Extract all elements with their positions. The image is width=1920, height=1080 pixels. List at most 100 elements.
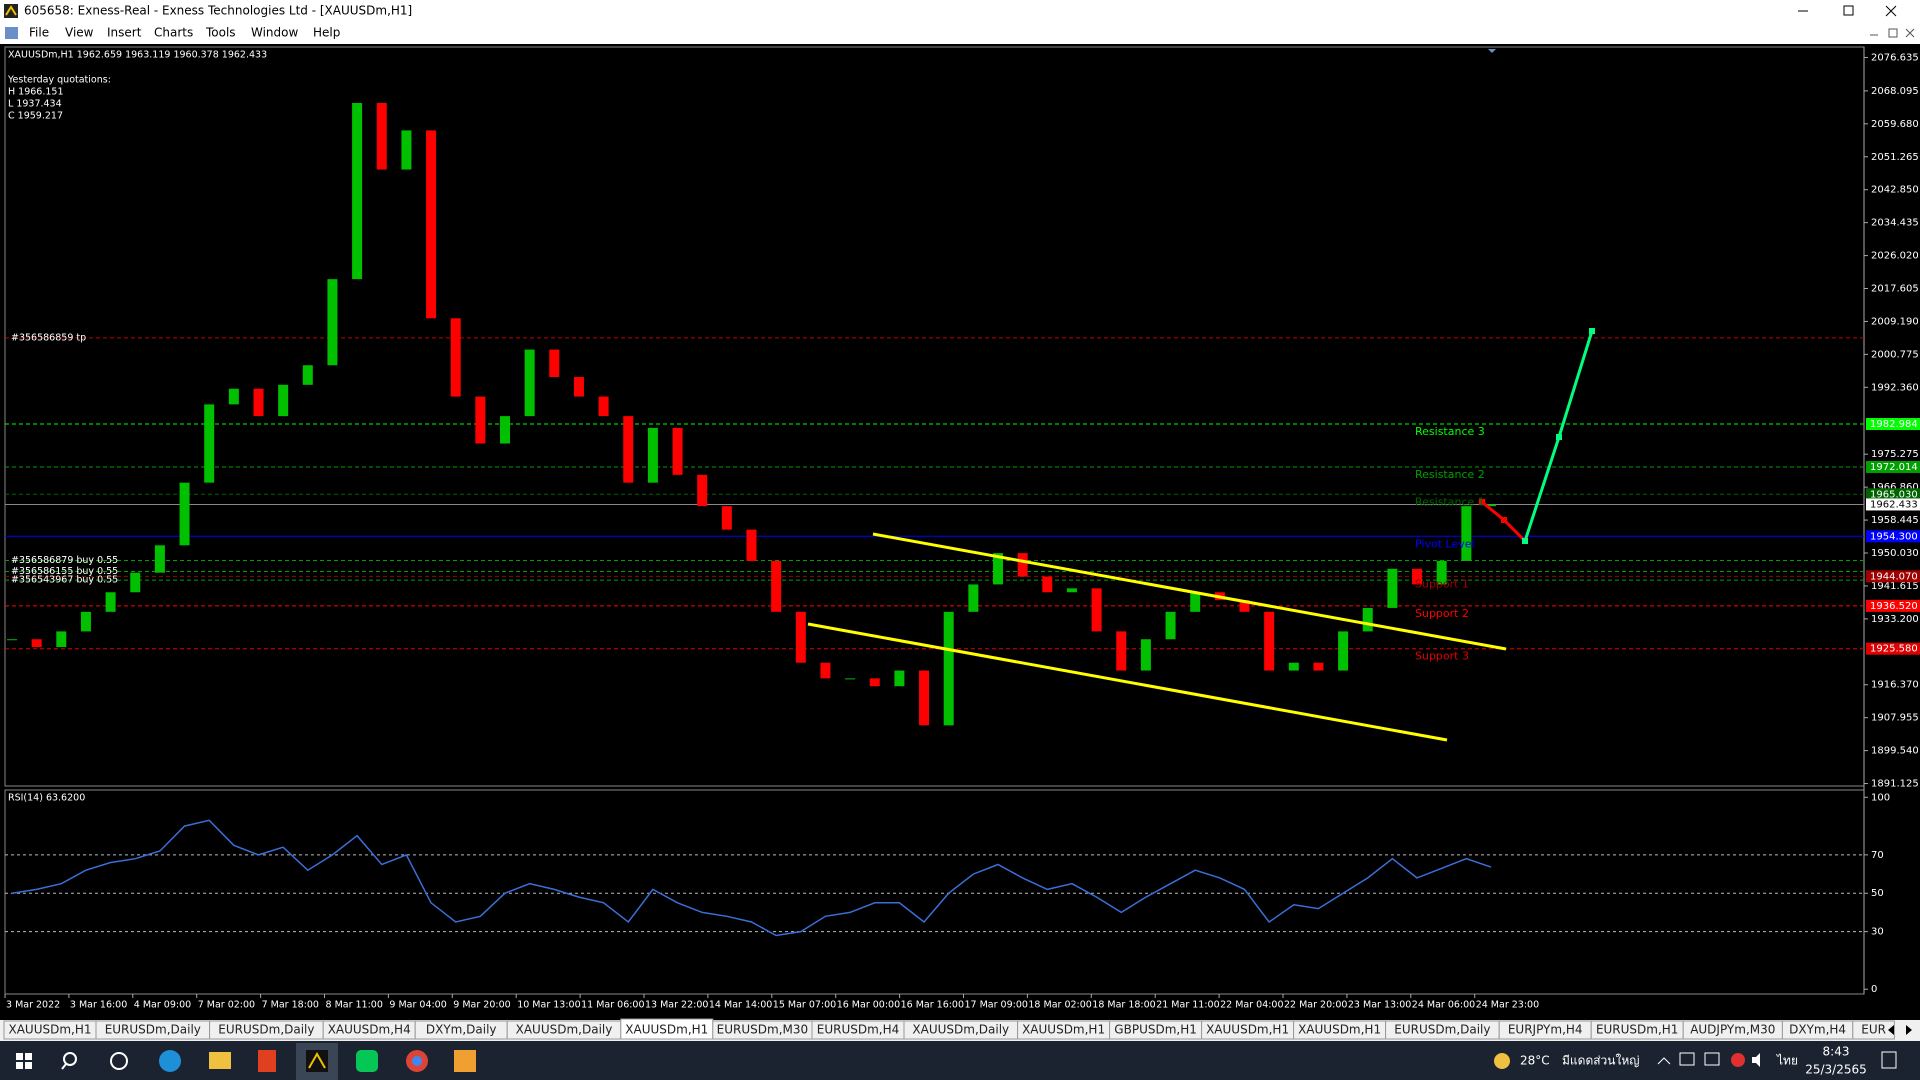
tab-label[interactable]: EURUSDm,Daily xyxy=(105,1023,201,1037)
clock-time[interactable]: 8:43 xyxy=(1823,1045,1850,1059)
tab-label[interactable]: DXYm,Daily xyxy=(426,1023,497,1037)
tab-label[interactable]: EURUSDm,H1 xyxy=(1596,1023,1679,1037)
menu-item[interactable]: Window xyxy=(251,26,299,40)
mdi-close[interactable] xyxy=(1905,28,1915,38)
price-tag-label: 1954.300 xyxy=(1870,531,1918,542)
candle xyxy=(204,404,215,483)
rsi-tick-label: 0 xyxy=(1871,984,1877,995)
rsi-tick-label: 50 xyxy=(1871,888,1884,899)
volume-icon[interactable] xyxy=(1752,1053,1760,1067)
menu-item[interactable]: File xyxy=(29,26,49,40)
mt4-icon[interactable] xyxy=(306,1050,328,1072)
tab-label[interactable]: XAUUSDm,H1 xyxy=(1298,1023,1381,1037)
tray-icon[interactable] xyxy=(1704,1052,1720,1066)
menu-item[interactable]: Insert xyxy=(107,26,142,40)
x-tick-label: 21 Mar 11:00 xyxy=(1156,1000,1219,1011)
menu-item[interactable]: Help xyxy=(313,26,340,40)
candle xyxy=(869,678,880,687)
language[interactable]: ไทย xyxy=(1776,1054,1798,1068)
app-icon-mark xyxy=(5,5,17,16)
price-tag xyxy=(1866,460,1920,473)
candle xyxy=(56,631,67,648)
yesterday-quote: H 1966.151 xyxy=(8,87,64,98)
candle xyxy=(228,388,239,405)
price-tag-label: 1965.030 xyxy=(1870,489,1918,500)
candle xyxy=(179,482,190,546)
candle xyxy=(352,103,363,280)
x-tick-label: 15 Mar 07:00 xyxy=(773,1000,836,1011)
tab-label[interactable]: XAUUSDm,H1 xyxy=(1206,1023,1289,1037)
tab[interactable] xyxy=(1852,1020,1895,1040)
tray-overflow[interactable] xyxy=(1657,1057,1671,1065)
projection-node xyxy=(1556,434,1562,440)
cortana-icon[interactable] xyxy=(110,1052,128,1070)
edge-icon[interactable] xyxy=(159,1050,181,1072)
mdi-restore[interactable] xyxy=(1888,28,1898,38)
tab-label[interactable]: EURUSDm,Daily xyxy=(1394,1023,1490,1037)
candle xyxy=(1264,611,1275,671)
tab-label[interactable]: XAUUSDm,H1 xyxy=(1022,1023,1105,1037)
yesterday-quote: L 1937.434 xyxy=(8,99,62,110)
tab-label[interactable]: EURUSDm,M30 xyxy=(717,1023,808,1037)
tab-label[interactable]: XAUUSDm,H1 xyxy=(625,1023,708,1037)
search-icon[interactable] xyxy=(63,1052,77,1066)
y-tick-label: 1941.615 xyxy=(1871,581,1919,592)
tab-label[interactable]: EURJPYm,H4 xyxy=(1508,1023,1583,1037)
tray-icon[interactable] xyxy=(1731,1053,1745,1067)
tab-scroll-left[interactable] xyxy=(1888,1025,1894,1035)
candle xyxy=(1436,560,1447,585)
y-tick-label: 2076.635 xyxy=(1871,52,1919,63)
x-tick-label: 22 Mar 20:00 xyxy=(1284,1000,1347,1011)
tab-label[interactable]: AUDJPYm,M30 xyxy=(1690,1023,1775,1037)
y-tick-label: 1933.200 xyxy=(1871,614,1919,625)
start-button[interactable] xyxy=(16,1053,32,1069)
tab-label[interactable]: XAUUSDm,H4 xyxy=(328,1023,411,1037)
candle xyxy=(80,611,91,632)
candle xyxy=(475,396,486,444)
restore-button[interactable] xyxy=(1843,5,1854,16)
current-price-label: 1962.433 xyxy=(1870,499,1918,510)
tray-icon[interactable] xyxy=(1679,1052,1695,1066)
line-icon[interactable] xyxy=(356,1050,378,1072)
candle xyxy=(549,349,560,377)
menu-item[interactable]: View xyxy=(65,26,94,40)
rsi-line xyxy=(11,819,1492,937)
y-tick-label: 2026.020 xyxy=(1871,251,1919,262)
tab-label[interactable]: XAUUSDm,H1 xyxy=(8,1023,91,1037)
app-icon-taskbar[interactable] xyxy=(454,1050,476,1072)
x-tick-label: 4 Mar 09:00 xyxy=(134,1000,191,1011)
trendline-upper xyxy=(872,532,1507,651)
tab-label[interactable]: GBPUSDm,H1 xyxy=(1114,1023,1197,1037)
clock-date[interactable]: 25/3/2565 xyxy=(1805,1063,1867,1077)
tab-label[interactable]: EUR xyxy=(1861,1023,1886,1037)
start-logo xyxy=(25,1062,32,1069)
yesterday-quote: Yesterday quotations: xyxy=(7,75,111,86)
candle xyxy=(1042,576,1053,593)
candle xyxy=(746,529,757,561)
candle xyxy=(771,560,782,612)
y-tick-label: 2068.095 xyxy=(1871,86,1919,97)
candle xyxy=(697,474,708,507)
explorer-icon[interactable] xyxy=(209,1052,231,1069)
candle xyxy=(1412,568,1423,585)
tab-label[interactable]: EURUSDm,H4 xyxy=(817,1023,900,1037)
menu-item[interactable]: Charts xyxy=(154,26,193,40)
tab-label[interactable]: DXYm,H4 xyxy=(1789,1023,1846,1037)
candle xyxy=(130,572,141,593)
candle xyxy=(598,396,609,417)
weather-icon[interactable] xyxy=(1494,1053,1510,1069)
tab-label[interactable]: XAUUSDm,Daily xyxy=(516,1023,613,1037)
notification-icon[interactable] xyxy=(1881,1051,1897,1069)
tab-label[interactable]: EURUSDm,Daily xyxy=(218,1023,314,1037)
candle xyxy=(1190,592,1201,612)
candle xyxy=(1091,588,1102,632)
office-icon[interactable] xyxy=(258,1050,276,1072)
menu-item[interactable]: Tools xyxy=(205,26,236,40)
close-button[interactable] xyxy=(1885,5,1897,17)
level-label: Resistance 3 xyxy=(1415,425,1485,438)
price-tag xyxy=(1866,599,1920,612)
rsi-label: RSI(14) 63.6200 xyxy=(8,793,85,804)
tab-label[interactable]: XAUUSDm,Daily xyxy=(912,1023,1009,1037)
tab-scroll-right[interactable] xyxy=(1906,1025,1912,1035)
